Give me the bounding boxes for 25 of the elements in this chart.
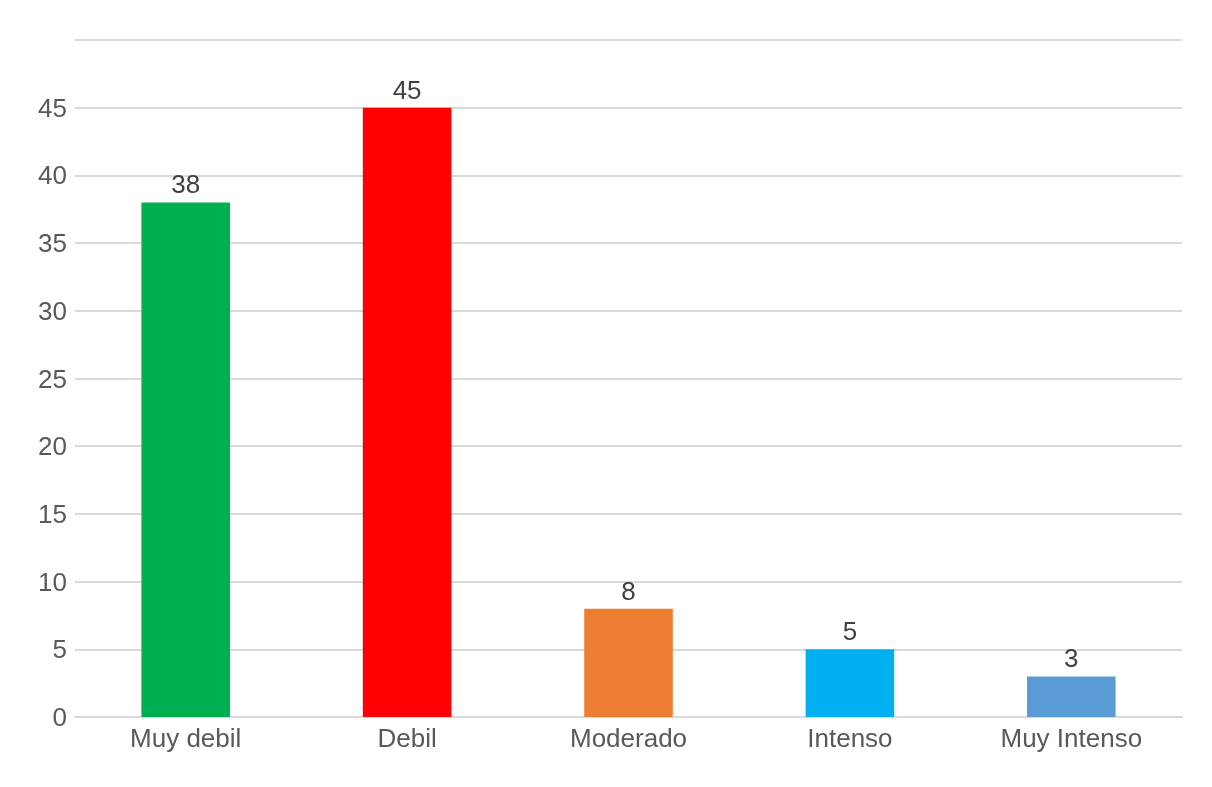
bar — [1027, 676, 1116, 717]
y-tick-label: 40 — [38, 160, 67, 191]
x-tick-label: Muy debil — [130, 723, 242, 753]
y-tick-label: 25 — [38, 363, 67, 394]
y-tick-label: 45 — [38, 92, 67, 123]
y-tick-label: 0 — [52, 702, 67, 732]
y-tick-label: 20 — [38, 431, 67, 462]
bar — [362, 107, 452, 717]
bar — [805, 649, 895, 717]
bar — [584, 608, 673, 717]
data-label: 45 — [392, 74, 422, 105]
x-tick-label: Intenso — [807, 723, 893, 753]
data-label: 5 — [842, 616, 858, 647]
y-tick-label: 10 — [38, 566, 67, 597]
y-tick-label: 30 — [38, 295, 67, 326]
data-label: 8 — [621, 575, 636, 606]
x-tick-label: Moderado — [569, 723, 688, 753]
x-tick-label: Debil — [377, 723, 437, 753]
y-tick-label: 5 — [52, 634, 67, 665]
bar — [141, 202, 230, 717]
data-label: 3 — [1064, 643, 1079, 674]
x-tick-label: Muy Intenso — [1000, 723, 1143, 753]
y-tick-label: 35 — [38, 228, 67, 259]
data-label: 38 — [171, 169, 201, 200]
y-tick-label: 15 — [38, 498, 67, 529]
